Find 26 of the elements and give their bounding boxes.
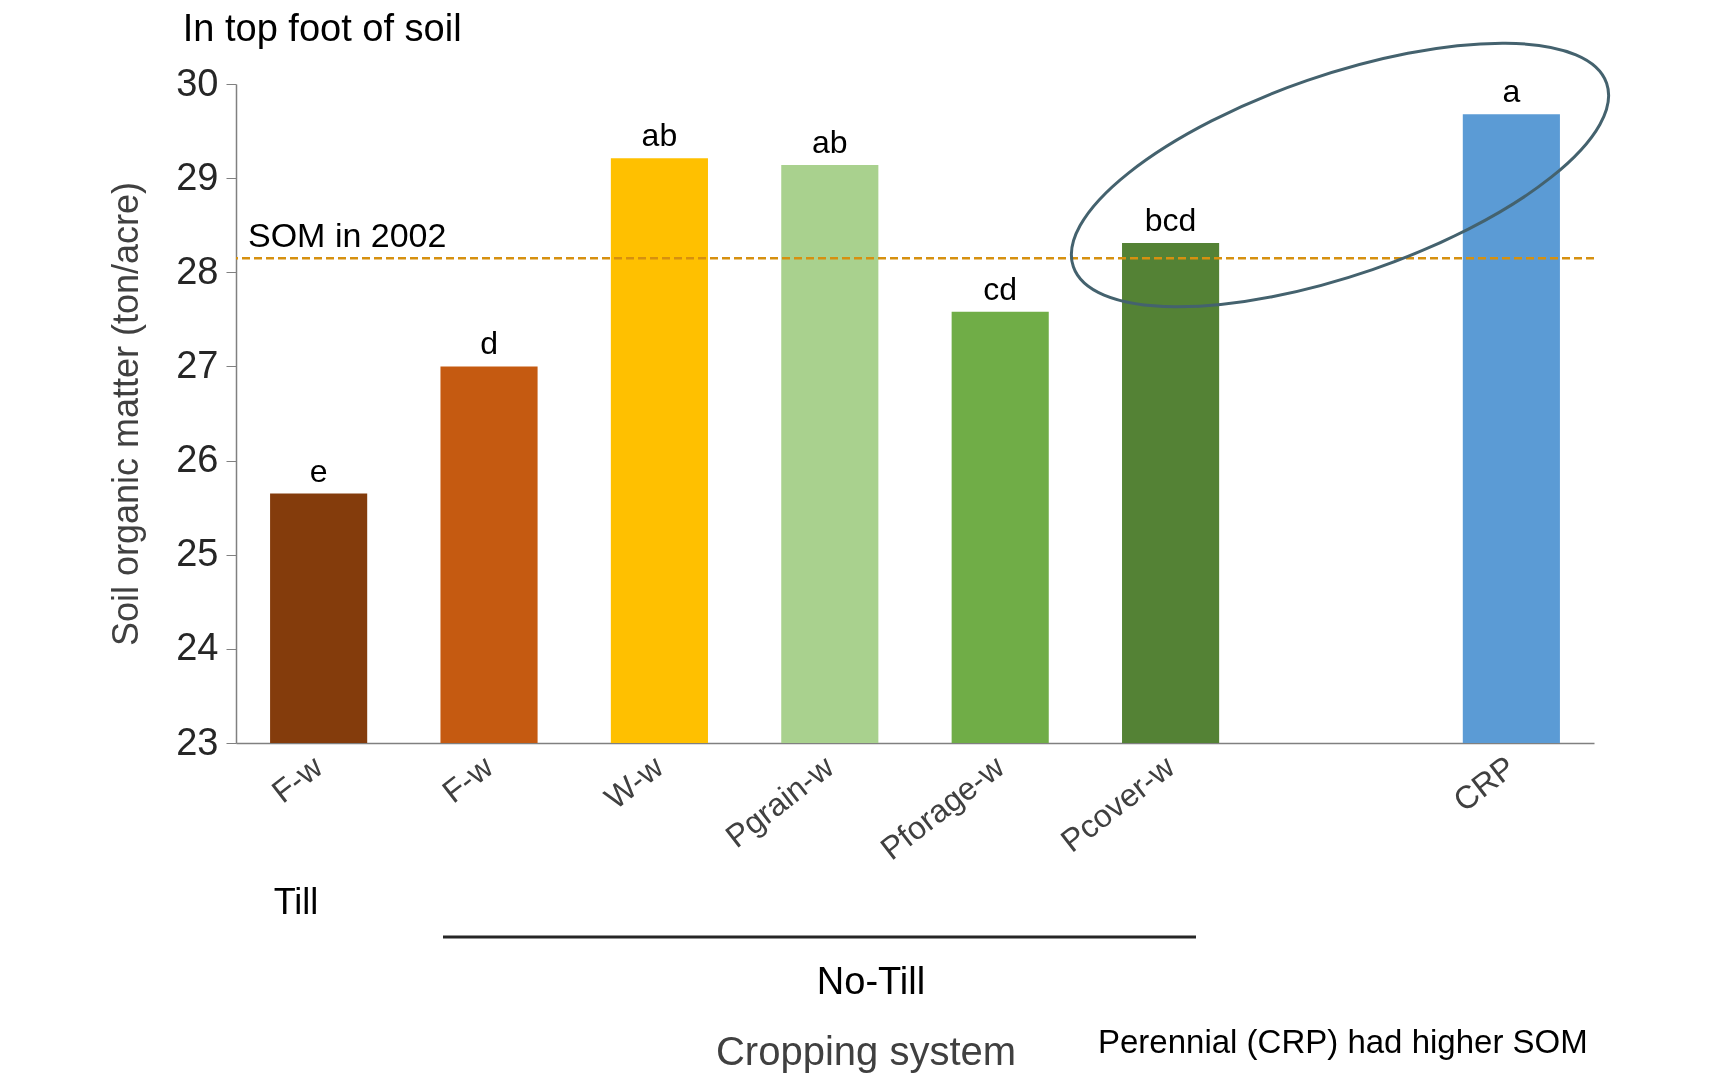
text: Till — [273, 881, 319, 922]
x-tick-label: CRP — [1446, 748, 1522, 819]
x-tick-label: F-w — [435, 747, 501, 810]
x-tick-label: F-w — [264, 747, 330, 810]
y-tick-label: 27 — [176, 343, 219, 386]
data-label: d — [480, 325, 498, 362]
y-tick-label: 28 — [176, 249, 219, 292]
data-label: e — [309, 452, 328, 489]
data-label: ab — [641, 117, 678, 154]
y-tick-label: 23 — [176, 720, 219, 763]
y-tick-label: 29 — [176, 155, 219, 198]
text: Perennial (CRP) had higher SOM — [1098, 1023, 1588, 1060]
x-tick-label: W-w — [597, 747, 671, 816]
data-label: a — [1502, 73, 1521, 110]
x-axis-title: Cropping system — [715, 1029, 1017, 1073]
data-label: ab — [812, 123, 848, 160]
chart-title: In top foot of soil — [182, 7, 462, 49]
y-tick-label: 25 — [176, 532, 219, 575]
data-label: bcd — [1144, 202, 1197, 239]
text: No-Till — [816, 960, 926, 1002]
y-axis-title: Soil organic matter (ton/acre) — [105, 181, 147, 647]
ref-line-label: SOM in 2002 — [248, 216, 447, 255]
data-label: cd — [983, 270, 1018, 307]
y-tick-label: 30 — [176, 61, 219, 104]
y-tick-label: 26 — [176, 438, 219, 481]
y-tick-label: 24 — [176, 626, 219, 669]
